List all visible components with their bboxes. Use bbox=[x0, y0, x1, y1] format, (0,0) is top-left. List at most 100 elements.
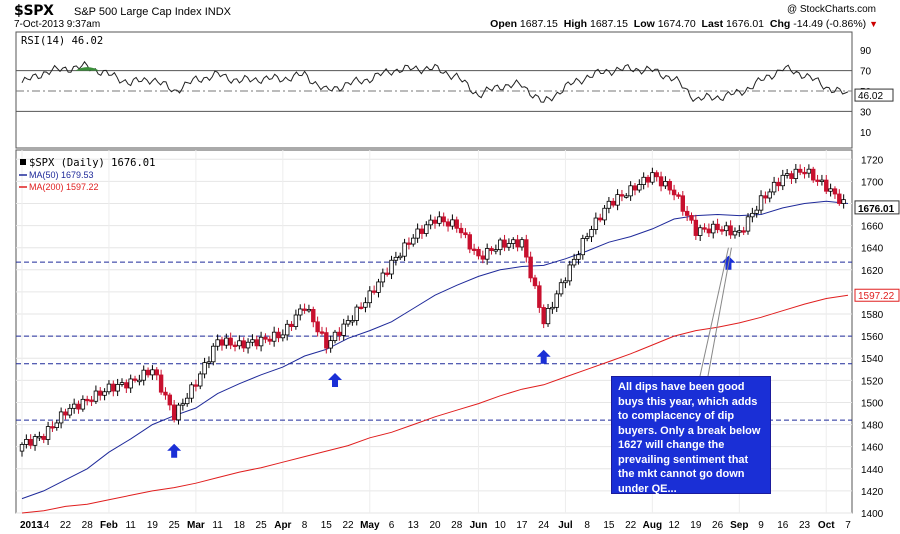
candle bbox=[98, 387, 103, 401]
x-tick-label: Jun bbox=[470, 520, 488, 531]
candle bbox=[493, 244, 499, 255]
candle-body bbox=[428, 219, 433, 226]
candle bbox=[719, 226, 725, 235]
candle bbox=[697, 224, 703, 242]
candle-body bbox=[289, 323, 294, 327]
candle-body bbox=[511, 239, 516, 244]
last-price-label: 1676.01 bbox=[858, 204, 895, 215]
candle bbox=[415, 223, 420, 243]
candle-body bbox=[115, 384, 120, 392]
candle bbox=[284, 319, 290, 341]
candle bbox=[645, 174, 651, 188]
candle-body bbox=[54, 422, 59, 428]
candle-body bbox=[437, 216, 442, 224]
callout-pointer bbox=[707, 247, 732, 377]
candle-body bbox=[611, 200, 616, 206]
x-tick-label: 6 bbox=[389, 520, 395, 531]
candle bbox=[776, 177, 781, 192]
candle bbox=[802, 167, 807, 179]
x-tick-label: 8 bbox=[584, 520, 590, 531]
candle bbox=[784, 169, 790, 179]
candle bbox=[593, 212, 599, 235]
candle bbox=[411, 234, 416, 247]
candle-body bbox=[32, 436, 38, 446]
candle bbox=[519, 237, 525, 251]
candle bbox=[254, 335, 259, 350]
candle bbox=[724, 221, 729, 237]
candle-body bbox=[341, 323, 346, 336]
candle-body bbox=[719, 229, 725, 232]
candle-body bbox=[219, 339, 225, 346]
timestamp: 7-Oct-2013 9:37am bbox=[14, 19, 101, 30]
candle-body bbox=[476, 248, 481, 257]
high-value: 1687.15 bbox=[589, 18, 628, 30]
candle-body bbox=[441, 216, 446, 223]
candle-body bbox=[271, 331, 277, 342]
x-tick-label: 11 bbox=[212, 520, 223, 531]
candle-body bbox=[480, 255, 486, 260]
candle bbox=[458, 222, 464, 239]
x-tick-label: Jul bbox=[558, 520, 573, 531]
candle bbox=[793, 163, 799, 184]
candle bbox=[715, 218, 720, 234]
candle-body bbox=[50, 426, 55, 429]
price-tick-label: 1660 bbox=[861, 222, 884, 233]
x-tick-label: 2013 bbox=[20, 520, 43, 531]
candle bbox=[93, 385, 99, 404]
candle bbox=[732, 227, 738, 239]
price-tick-label: 1720 bbox=[861, 155, 884, 166]
candle-body bbox=[750, 212, 755, 218]
candle-body bbox=[363, 302, 368, 308]
dip-arrow-icon bbox=[328, 372, 343, 387]
candle bbox=[711, 220, 716, 239]
candle-body bbox=[302, 308, 307, 311]
candle bbox=[80, 395, 86, 412]
candle-body bbox=[41, 436, 46, 440]
candle bbox=[19, 442, 25, 457]
candle-body bbox=[463, 232, 468, 236]
candle bbox=[524, 234, 529, 263]
x-tick-label: May bbox=[360, 520, 380, 531]
candle bbox=[319, 326, 325, 336]
candle bbox=[193, 379, 199, 392]
candle bbox=[406, 237, 412, 250]
high-label: High bbox=[563, 18, 588, 30]
candle bbox=[350, 315, 355, 326]
price-panel: 1720170016801660164016201600158015601540… bbox=[15, 149, 900, 520]
candle-body bbox=[828, 188, 833, 192]
x-tick-label: 25 bbox=[256, 520, 268, 531]
rsi-frame bbox=[15, 31, 853, 149]
candle bbox=[276, 327, 281, 343]
x-tick-label: 8 bbox=[302, 520, 308, 531]
candle-body bbox=[489, 248, 494, 252]
candle-body bbox=[789, 173, 794, 179]
candle-body bbox=[702, 227, 707, 230]
candle-body bbox=[45, 426, 51, 440]
rsi-overbought-fill bbox=[75, 67, 100, 71]
candle-body bbox=[580, 238, 586, 256]
candle bbox=[441, 212, 446, 227]
candle bbox=[806, 164, 812, 178]
rsi-value-label: 46.02 bbox=[858, 91, 883, 102]
candle bbox=[45, 421, 51, 445]
candle-body bbox=[198, 373, 203, 387]
x-tick-label: 16 bbox=[777, 520, 789, 531]
candle-body bbox=[67, 407, 73, 416]
candle-body bbox=[102, 391, 107, 396]
candle-body bbox=[519, 239, 525, 248]
candle bbox=[111, 380, 116, 397]
candle bbox=[671, 184, 677, 201]
candle-body bbox=[724, 225, 729, 232]
x-tick-label: 19 bbox=[690, 520, 702, 531]
candle-body bbox=[545, 308, 551, 325]
candle bbox=[102, 388, 107, 401]
candle-body bbox=[71, 403, 77, 409]
candle bbox=[63, 408, 68, 420]
candle bbox=[150, 365, 155, 380]
candle-body bbox=[558, 282, 564, 295]
candle bbox=[676, 192, 681, 199]
candle bbox=[232, 341, 238, 352]
candle-body bbox=[63, 411, 68, 416]
candle bbox=[184, 392, 190, 407]
candle-body bbox=[458, 227, 464, 234]
